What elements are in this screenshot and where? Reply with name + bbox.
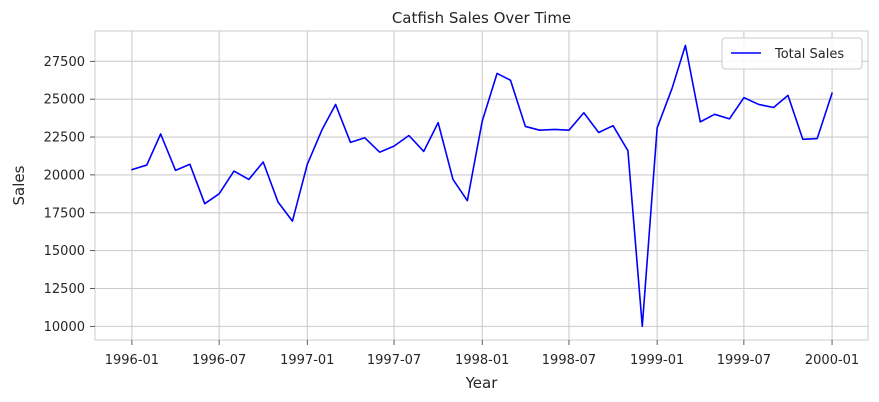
x-tick-label: 1999-07: [717, 353, 771, 368]
gridlines: [95, 31, 868, 340]
x-tick-label: 1997-01: [280, 353, 334, 368]
y-tick-label: 27500: [44, 55, 85, 70]
y-tick-label: 20000: [44, 168, 85, 183]
series-lines: [131, 44, 833, 328]
y-tick-label: 10000: [44, 320, 85, 335]
y-tick-label: 15000: [44, 244, 85, 259]
x-tick-label: 1997-07: [367, 353, 421, 368]
x-tick-label: 1998-01: [455, 353, 509, 368]
axis-ticks: 1996-01 1996-07 1997-01 1997-07 1998-01 1998-…: [44, 55, 860, 368]
y-tick-label: 25000: [44, 93, 85, 108]
x-tick-label: 1999-01: [630, 353, 684, 368]
y-tick-label: 12500: [44, 282, 85, 297]
plot-area: [95, 31, 868, 340]
y-tick-label: 17500: [44, 206, 85, 221]
legend-box: [721, 37, 863, 70]
legend: Total Sales: [721, 37, 863, 70]
y-tick-label: 22500: [44, 131, 85, 146]
plot-frame: [94, 30, 869, 341]
x-tick-label: 1996-07: [192, 353, 246, 368]
x-axis-label: Year: [465, 374, 499, 392]
x-tick-label: 1996-01: [105, 353, 159, 368]
x-tick-label: 1998-07: [542, 353, 596, 368]
chart-title: Catfish Sales Over Time: [392, 9, 571, 27]
legend-entry-total-sales: Total Sales: [774, 47, 844, 62]
y-axis-label: Sales: [10, 165, 28, 205]
x-tick-label: 2000-01: [805, 353, 859, 368]
